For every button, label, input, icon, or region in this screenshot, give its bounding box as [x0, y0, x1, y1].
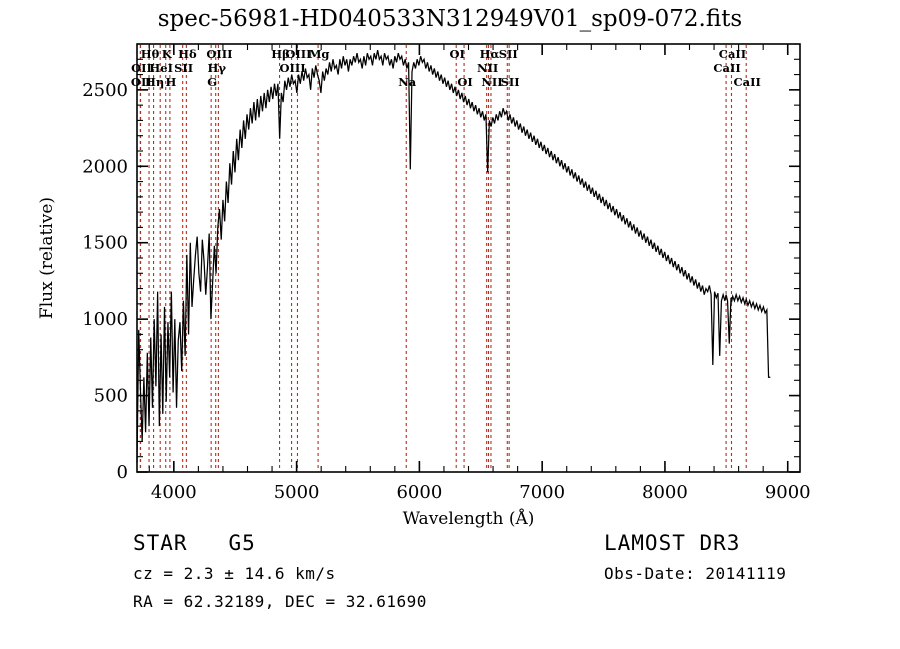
spectral-line-label-H-3968: H — [165, 75, 176, 89]
spectral-line-label-HeI-3889: HeI — [149, 61, 173, 75]
spectral-line-label-OI-6300: OI — [450, 47, 465, 61]
spectral-line-label-CaII-8542: CaII — [719, 47, 746, 61]
spectral-line-label-OIII-4959: OIII — [279, 61, 305, 75]
spectral-class: G5 — [228, 531, 256, 555]
page-title: spec-56981-HD040533N312949V01_sp09-072.f… — [157, 6, 743, 32]
y-tick-label-500: 500 — [94, 386, 128, 407]
spectrum-flux-curve — [136, 49, 771, 463]
spectral-line-label-H-4341: Hγ — [207, 61, 226, 75]
y-tick-label-0: 0 — [117, 462, 128, 483]
spectral-line-label-SII-6716: SII — [499, 47, 518, 61]
y-axis-title: Flux (relative) — [37, 197, 57, 319]
spectral-line-label-H-6563: Hα — [480, 47, 500, 61]
x-tick-label-8000: 8000 — [642, 482, 688, 503]
spectral-line-label-H-3798: Hθ — [141, 47, 160, 61]
metadata-left: STAR G5 cz = 2.3 ± 14.6 km/s RA = 62.321… — [133, 531, 427, 611]
x-tick-label-5000: 5000 — [274, 482, 320, 503]
coordinates: RA = 62.32189, DEC = 32.61690 — [133, 592, 427, 611]
cz-value: cz = 2.3 ± 14.6 km/s — [133, 564, 336, 583]
spectral-line-label-CaII-8662: CaII — [734, 75, 761, 89]
spectral-line-label-OI-6364: OI — [457, 75, 472, 89]
spectral-line-label-H-4861: Hβ — [271, 47, 290, 61]
y-tick-label-2500: 2500 — [82, 80, 128, 101]
spectral-line-label-CaII-8498: CaII — [713, 61, 740, 75]
x-tick-label-9000: 9000 — [765, 482, 811, 503]
spectral-line-label-Na-5893: Na — [398, 75, 417, 89]
x-tick-label-6000: 6000 — [396, 482, 442, 503]
metadata-right: LAMOST DR3 Obs-Date: 20141119 — [604, 531, 786, 583]
survey-name: LAMOST DR3 — [604, 531, 741, 555]
x-tick-label-7000: 7000 — [519, 482, 565, 503]
spectral-line-label-G-4304: G — [207, 75, 217, 89]
spectral-line-label-OII-3727: OII — [131, 75, 152, 89]
y-tick-label-1500: 1500 — [82, 233, 128, 254]
spectral-line-label-SII-6731: SII — [501, 75, 520, 89]
spectral-line-label-Mg-5175: Mg — [309, 47, 330, 61]
spectral-line-label-OIII-4363: OIII — [206, 47, 232, 61]
spectral-line-label-K-3934: K — [162, 47, 173, 61]
spectral-line-label-NII-6548: NII — [477, 61, 498, 75]
object-type: STAR — [133, 531, 188, 555]
spectral-line-label-OII-3729: OII — [131, 61, 152, 75]
spectral-line-label-OIII-5007: OIII — [285, 47, 311, 61]
object-class-line: STAR G5 — [133, 531, 427, 555]
y-tick-label-2000: 2000 — [82, 156, 128, 177]
spectral-line-label-NII-6583: NII — [481, 75, 502, 89]
spectral-line-label-SII-4072: SII — [174, 61, 193, 75]
x-axis-title: Wavelength (Å) — [403, 508, 535, 529]
x-tick-label-4000: 4000 — [151, 482, 197, 503]
plot-frame — [136, 43, 801, 473]
obs-date: Obs-Date: 20141119 — [604, 564, 787, 583]
y-tick-label-1000: 1000 — [82, 309, 128, 330]
spectral-line-label-H-3835: Hη — [145, 75, 164, 89]
spectral-line-label-H-4102: Hδ — [178, 47, 197, 61]
